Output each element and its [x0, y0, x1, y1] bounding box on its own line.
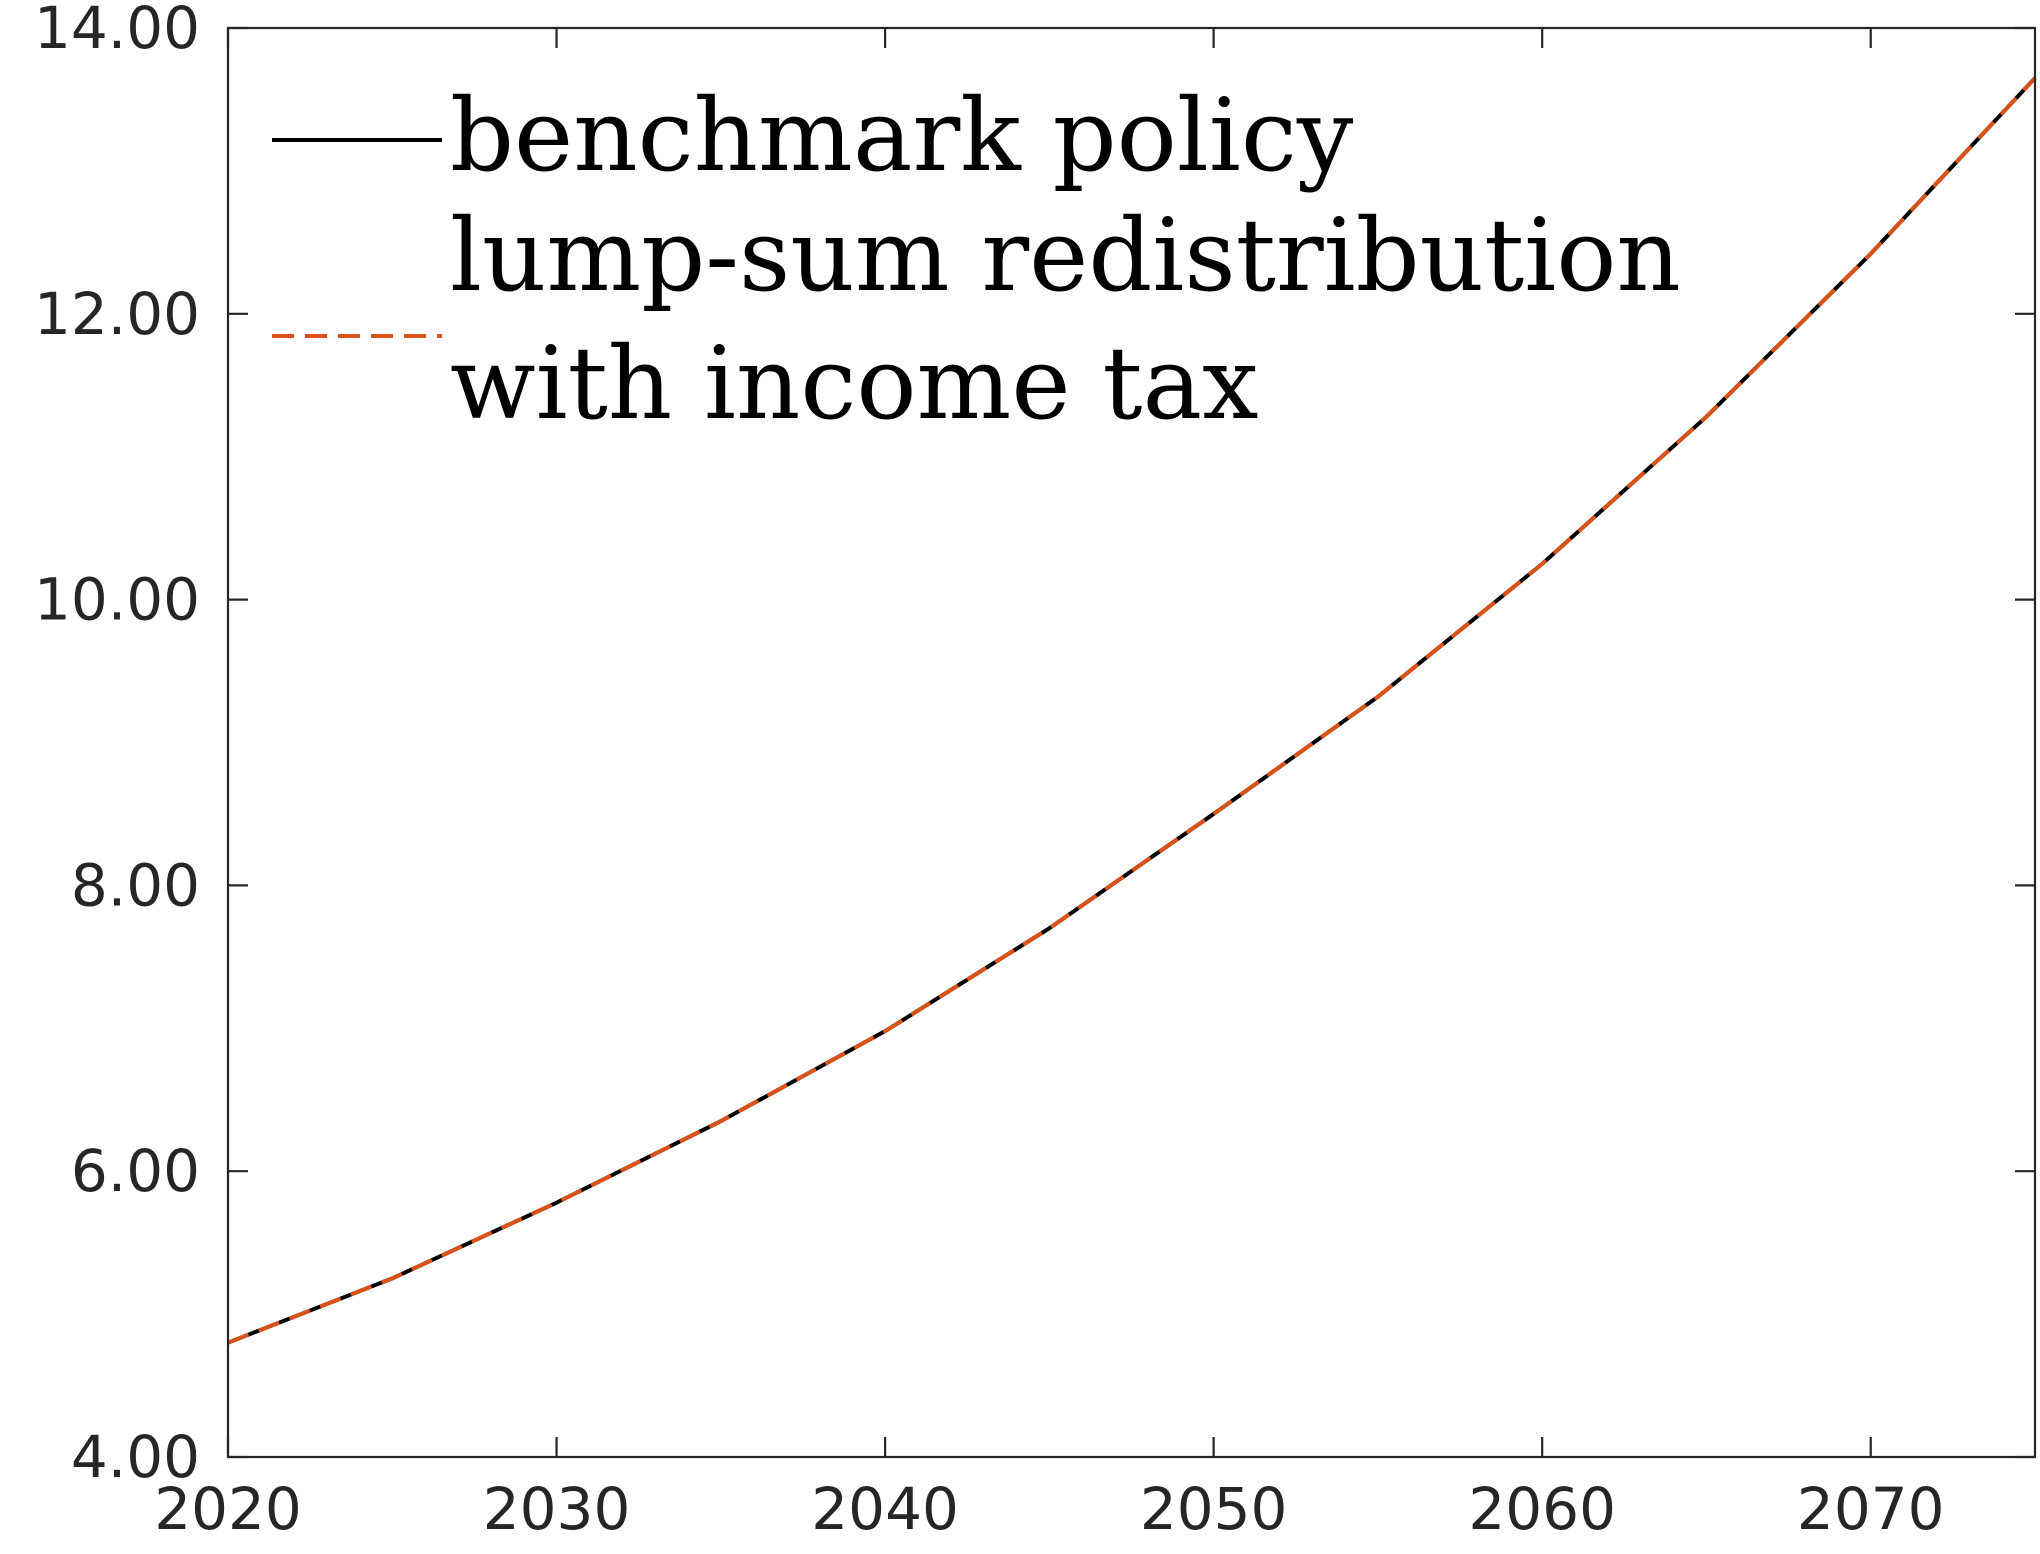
y-tick-label: 8.00: [71, 851, 200, 919]
axes-box: [226, 26, 2037, 1459]
x-tick-label: 2040: [811, 1475, 959, 1543]
x-tick-label: 2060: [1468, 1475, 1616, 1543]
y-tick-label: 6.00: [71, 1137, 200, 1205]
series-layer: [227, 76, 2037, 1345]
x-tick-label: 2070: [1797, 1475, 1945, 1543]
y-tick-label: 14.00: [34, 0, 200, 62]
plot-area: [228, 28, 2035, 1457]
legend-label-lump-sum-line1: lump-sum redistribution: [450, 197, 1681, 314]
legend-label-lump-sum-line2: with income tax: [450, 325, 1259, 442]
legend-label-benchmark: benchmark policy: [450, 77, 1354, 194]
y-tick-label: 4.00: [71, 1423, 200, 1491]
y-tick-label: 12.00: [34, 280, 200, 348]
x-tick-label: 2030: [483, 1475, 631, 1543]
plot-background: [228, 28, 2035, 1457]
y-tick-label: 10.00: [34, 566, 200, 634]
x-tick-label: 2050: [1140, 1475, 1288, 1543]
legend: benchmark policy lump-sum redistribution…: [272, 77, 1681, 442]
series-line-lump-sum: [227, 76, 2037, 1345]
x-tick-label: 2020: [154, 1475, 302, 1543]
axes-layer: 2020 2030 2040 2050 2060 2070 4.00 6.00 8.00 10.0…: [34, 0, 2037, 1543]
